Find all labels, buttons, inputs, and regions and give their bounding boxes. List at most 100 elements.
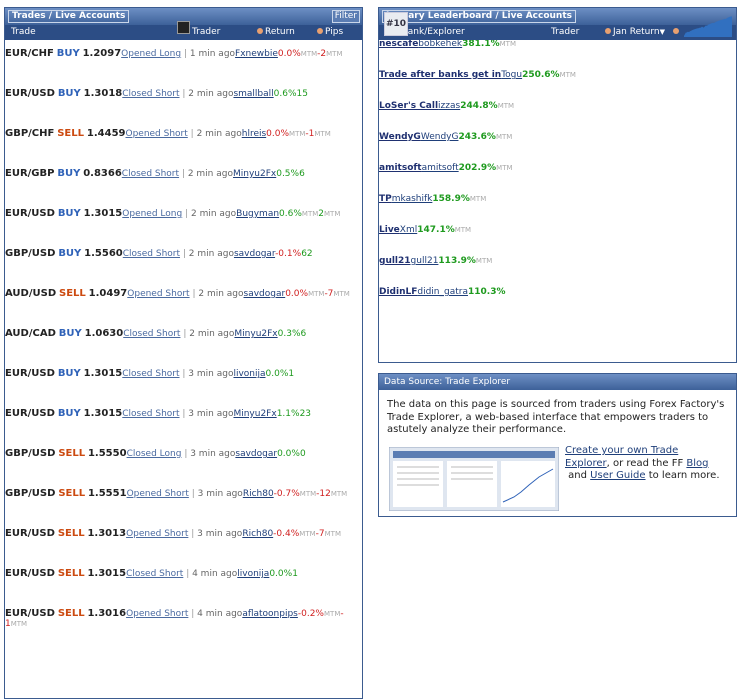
pair: EUR/USD [5,568,55,579]
pips: 6 [299,169,305,179]
trader-link[interactable]: Xml [399,225,418,235]
leader-row: #7TPmkashifk158.9%MTM [379,12,736,225]
trader-link[interactable]: savdogar [235,449,278,459]
return-value: 0.3% [277,329,301,339]
leaderboard-title: January Leaderboard / Live Accounts [382,10,576,23]
status-link[interactable]: Opened Short [125,129,188,139]
trader-link[interactable]: livonija [237,569,270,579]
pips: 15 [297,89,308,99]
trader-link[interactable]: WendyG [420,132,459,142]
status-link[interactable]: Opened Long [121,49,182,59]
return-sparkline [684,16,732,37]
data-source-title: Data Source: Trade Explorer [384,377,511,387]
return: -0.7%MTM [274,489,316,499]
trader-link[interactable]: Minyu2Fx [233,409,277,419]
trader-link[interactable]: smallball [233,89,274,99]
text: , or read the FF [606,457,687,469]
trader-link[interactable]: hlreis [241,129,267,139]
trader-link[interactable]: savdogar [243,289,286,299]
leader-row: #9gull21gull21113.9%MTM [379,12,736,287]
status-link[interactable]: Closed Short [121,169,180,179]
trader-link[interactable]: aflatoonpips [242,609,298,619]
trader-link[interactable]: didin_gatra [417,287,468,297]
filter-button[interactable]: Filter [331,10,360,23]
status-link[interactable]: Opened Short [126,489,189,499]
time: 3 min ago [192,489,243,499]
mtm: MTM [289,130,306,138]
pair: GBP/CHF [5,128,55,139]
explorer-link[interactable]: amitsoft [379,163,422,173]
trader-link[interactable]: Minyu2Fx [232,169,277,179]
trade-status-line: Closed Short 3 min ago [122,369,233,379]
create-link[interactable]: Create your own Trade Explorer [565,445,679,469]
mtm: MTM [301,210,319,218]
status-link[interactable]: Closed Short [122,89,180,99]
return-value: 0.0% [285,289,309,299]
trade-status-line: Opened Short 3 min ago [127,489,243,499]
trader-link[interactable]: Rich80 [242,489,274,499]
status-link[interactable]: Closed Short [122,409,180,419]
pair: EUR/CHF [5,48,54,59]
return-value: 0.0% [277,449,300,459]
return: 0.0% [266,369,289,379]
trader-link[interactable]: Bugyman [236,209,280,219]
trader-link[interactable]: Rich80 [242,529,274,539]
blog-link[interactable]: Blog [686,457,709,469]
mtm: MTM [324,530,341,538]
trader-link[interactable]: savdogar [233,249,276,259]
explorer-link[interactable]: LoSer's Call [379,101,439,111]
explorer-link[interactable]: gull21 [379,256,411,266]
status-link[interactable]: Closed Short [126,569,184,579]
trader-link[interactable]: gull21 [410,256,439,266]
trade-status-line: Opened Long 1 min ago [121,49,235,59]
jan-return: 244.8%MTM [460,101,514,111]
trader-link[interactable]: Minyu2Fx [234,329,278,339]
status-link[interactable]: Closed Short [123,329,181,339]
trade-row: EUR/CHF BUY 1.2097Opened Long 1 min agoF… [5,48,362,88]
pips-value: 15 [296,89,308,99]
return-value: 0.6% [273,89,297,99]
column-header[interactable]: Jan Return [613,27,660,37]
trade-row: GBP/USD SELL 1.5551Opened Short 3 min ag… [5,21,362,528]
trader-link[interactable]: amitsoft [421,163,459,173]
status-link[interactable]: Opened Long [122,209,183,219]
side: SELL [58,488,86,499]
status-link[interactable]: Closed Short [122,249,181,259]
trader-link[interactable]: livonija [233,369,266,379]
explorer-link[interactable]: WendyG [379,132,421,142]
trader-link[interactable]: mkashifk [391,194,433,204]
trader-link[interactable]: Fxnewbie [235,49,278,59]
return-value: -0.4% [273,529,300,539]
pips-value: -1 [305,129,315,139]
status-link[interactable]: Opened Short [126,609,189,619]
status-link[interactable]: Opened Short [126,529,189,539]
time: 1 min ago [184,49,235,59]
return: -0.4%MTM [273,529,315,539]
time: 2 min ago [183,329,234,339]
status-link[interactable]: Opened Short [127,289,190,299]
trader-link[interactable]: izzas [438,101,461,111]
explorer-link[interactable]: Live [379,225,400,235]
leaderboard-header: January Leaderboard / Live Accounts [379,8,736,25]
status-link[interactable]: Closed Short [122,369,180,379]
explorer-link[interactable]: TP [379,194,392,204]
explorer-link[interactable]: DidinLF [379,287,418,297]
guide-link[interactable]: User Guide [590,470,646,481]
explorer-link[interactable]: nescafe [379,39,419,49]
trade-status-line: Closed Long 3 min ago [127,449,236,459]
return-value: 147.1% [417,225,455,235]
trade-line: EUR/CHF BUY 1.2097 [5,48,121,59]
trade-line: AUD/USD SELL 1.0497 [5,288,127,299]
return: 0.0%MTM [266,129,305,139]
return: 0.5% [276,169,299,179]
pair: EUR/USD [5,368,55,379]
trade-status-line: Opened Short 3 min ago [126,529,242,539]
return: 0.0% [269,569,292,579]
explorer-link[interactable]: Trade after banks get in [379,70,502,80]
trader-link[interactable]: Togu [501,70,523,80]
status-link[interactable]: Closed Long [126,449,182,459]
trader-link[interactable]: bobkehek [418,39,463,49]
price: 1.5560 [84,248,123,259]
pair: GBP/USD [5,248,56,259]
side: BUY [57,208,81,219]
